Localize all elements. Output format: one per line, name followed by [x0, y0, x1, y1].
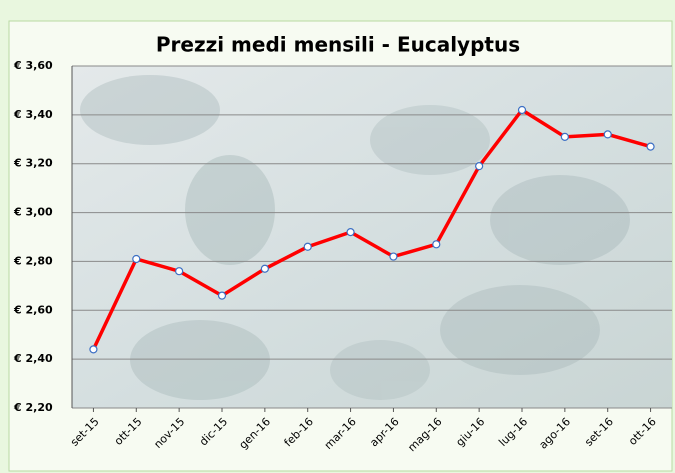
data-point [647, 143, 654, 150]
y-tick-label: € 3,60 [13, 59, 53, 72]
data-point [261, 265, 268, 272]
data-point [390, 253, 397, 260]
data-point [176, 268, 183, 275]
data-point [561, 133, 568, 140]
data-point [219, 292, 226, 299]
data-point [304, 243, 311, 250]
y-tick-label: € 2,40 [13, 352, 53, 365]
data-point [133, 255, 140, 262]
data-point [90, 346, 97, 353]
y-tick-label: € 2,80 [13, 254, 53, 267]
chart: Prezzi medi mensili - Eucalyptus € 2,20 €… [0, 0, 675, 473]
y-tick-label: € 3,00 [13, 206, 53, 219]
data-point [519, 106, 526, 113]
data-point [604, 131, 611, 138]
y-tick-label: € 2,20 [13, 401, 53, 414]
chart-title: Prezzi medi mensili - Eucalyptus [156, 33, 520, 57]
y-tick-label: € 3,20 [13, 157, 53, 170]
data-point [433, 241, 440, 248]
data-point [347, 229, 354, 236]
y-tick-label: € 2,60 [13, 303, 53, 316]
y-tick-label: € 3,40 [13, 108, 53, 121]
data-point [476, 163, 483, 170]
